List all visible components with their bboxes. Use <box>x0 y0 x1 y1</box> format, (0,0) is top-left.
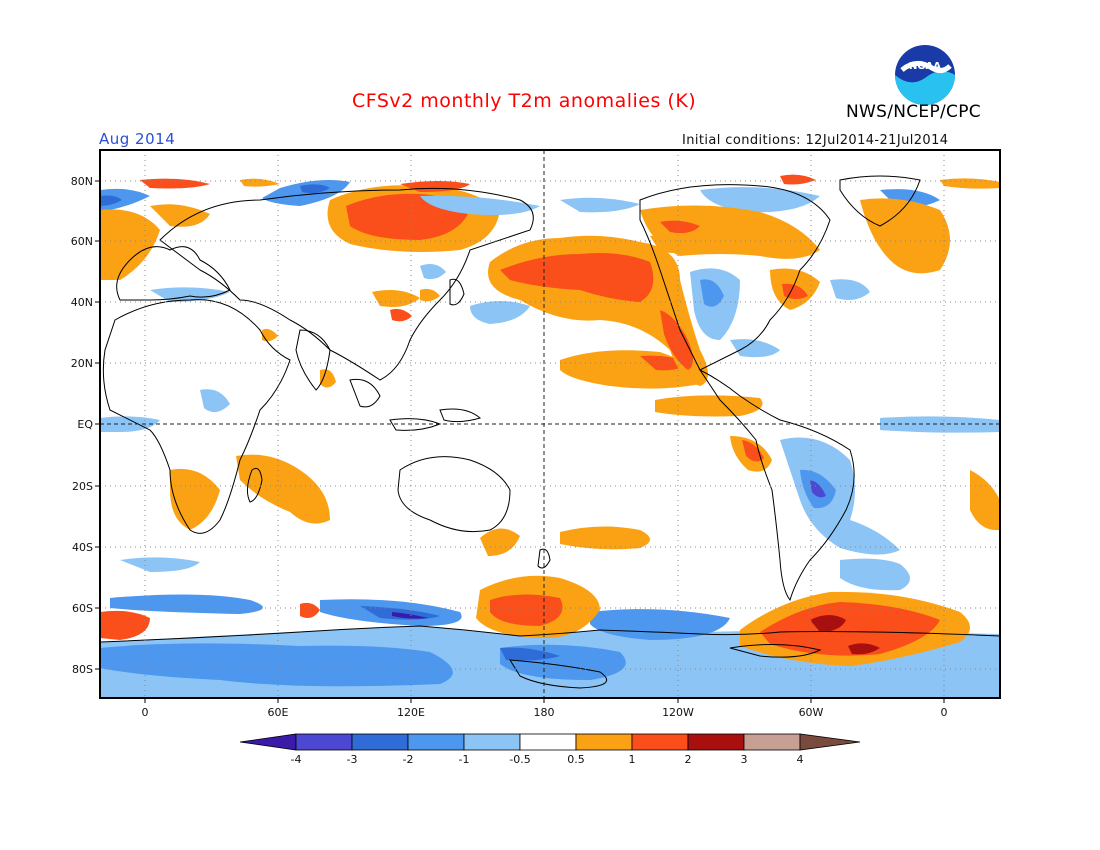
lon-label: 180 <box>534 706 555 719</box>
colorbar-swatch <box>631 733 689 751</box>
colorbar-swatch <box>407 733 465 751</box>
colorbar-swatch <box>295 733 353 751</box>
colorbar-label: 2 <box>685 753 692 766</box>
graticule <box>100 150 1000 698</box>
lat-label: EQ <box>77 418 93 431</box>
lat-label: 40N <box>71 296 93 309</box>
lat-label: 40S <box>72 541 93 554</box>
lat-label: 80N <box>71 175 93 188</box>
latitude-labels: 80N 60N 40N 20N EQ 20S 40S 60S 80S <box>71 175 100 676</box>
lon-label: 0 <box>142 706 149 719</box>
lon-label: 60W <box>799 706 824 719</box>
colorbar-label: 1 <box>629 753 636 766</box>
lat-label: 60S <box>72 602 93 615</box>
longitude-labels: 0 60E 120E 180 120W 60W 0 <box>142 698 948 719</box>
lon-label: 120E <box>397 706 425 719</box>
colorbar-label: 4 <box>797 753 804 766</box>
colorbar-swatch <box>463 733 521 751</box>
map-title: CFSv2 monthly T2m anomalies (K) <box>352 90 697 112</box>
agency-label: NWS/NCEP/CPC <box>846 102 981 122</box>
lat-label: 80S <box>72 663 93 676</box>
coastlines <box>100 175 1000 689</box>
colorbar-arrow-right <box>799 733 861 751</box>
colorbar: -4 -3 -2 -1 -0.5 0.5 1 2 3 4 <box>239 733 861 766</box>
colorbar-swatch <box>519 733 577 751</box>
colorbar-label: 0.5 <box>567 753 585 766</box>
initial-conditions: Initial conditions: 12Jul2014-21Jul2014 <box>682 133 949 148</box>
lat-label: 20S <box>72 480 93 493</box>
lon-label: 60E <box>268 706 289 719</box>
forecast-month: Aug 2014 <box>99 130 176 148</box>
noaa-logo: NOAA <box>895 45 955 105</box>
colorbar-swatch <box>575 733 633 751</box>
colorbar-swatch <box>743 733 801 751</box>
lon-label: 120W <box>662 706 694 719</box>
colorbar-label: -1 <box>459 753 470 766</box>
colorbar-swatch <box>351 733 409 751</box>
colorbar-arrow-left <box>239 733 297 751</box>
lat-label: 20N <box>71 357 93 370</box>
colorbar-label: -4 <box>291 753 302 766</box>
colorbar-label: -0.5 <box>509 753 530 766</box>
colorbar-swatch <box>687 733 745 751</box>
lon-label: 0 <box>941 706 948 719</box>
lat-label: 60N <box>71 235 93 248</box>
svg-text:NOAA: NOAA <box>909 61 941 72</box>
colorbar-label: 3 <box>741 753 748 766</box>
colorbar-label: -2 <box>403 753 414 766</box>
colorbar-label: -3 <box>347 753 358 766</box>
